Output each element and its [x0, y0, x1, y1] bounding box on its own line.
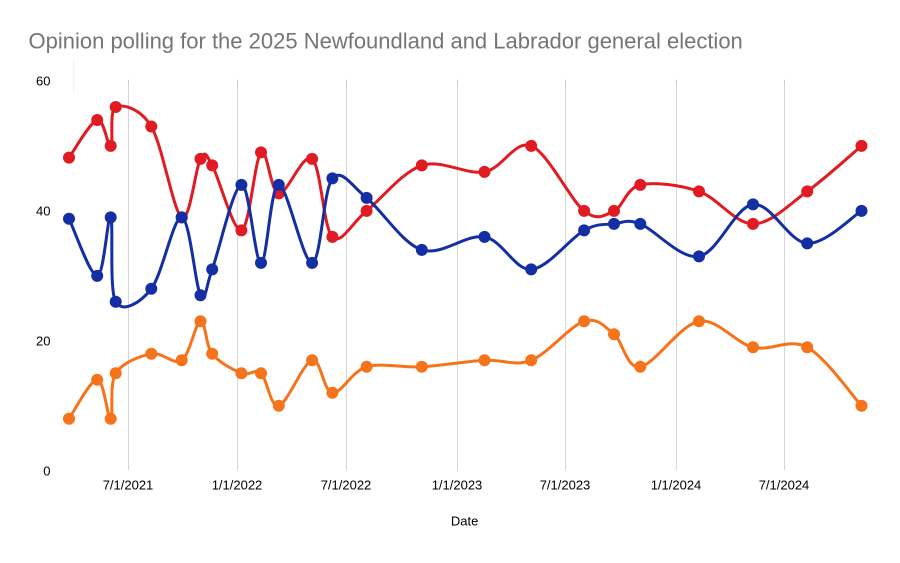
svg-text:40: 40 — [36, 204, 50, 219]
svg-text:0: 0 — [43, 463, 50, 478]
svg-text:60: 60 — [36, 74, 50, 89]
svg-text:7/1/2023: 7/1/2023 — [540, 478, 591, 493]
svg-text:Date: Date — [451, 514, 478, 529]
svg-text:1/1/2022: 1/1/2022 — [212, 478, 263, 493]
svg-text:1/1/2023: 1/1/2023 — [432, 478, 483, 493]
svg-text:7/1/2021: 7/1/2021 — [103, 478, 154, 493]
svg-text:1/1/2024: 1/1/2024 — [651, 478, 702, 493]
svg-text:7/1/2022: 7/1/2022 — [321, 478, 372, 493]
svg-text:Opinion polling for the 2025 N: Opinion polling for the 2025 Newfoundlan… — [29, 28, 743, 53]
svg-text:20: 20 — [36, 333, 50, 348]
svg-text:7/1/2024: 7/1/2024 — [759, 478, 810, 493]
